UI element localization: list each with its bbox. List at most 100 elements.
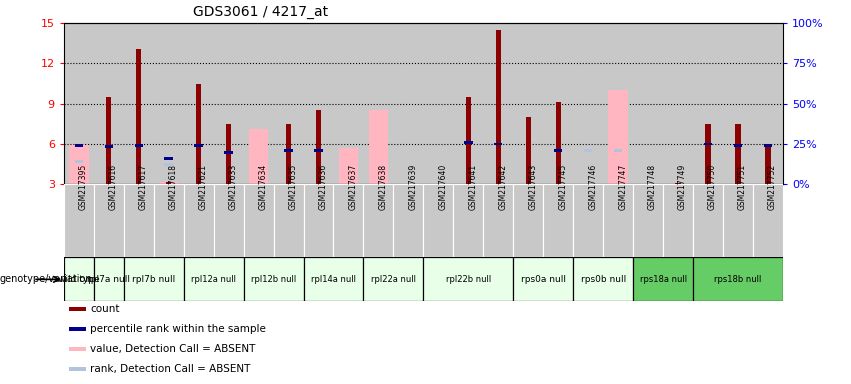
Bar	[304, 257, 363, 301]
Bar	[214, 184, 243, 257]
Text: GSM217641: GSM217641	[468, 164, 477, 210]
Bar	[556, 103, 561, 184]
Text: GSM217633: GSM217633	[229, 163, 237, 210]
Text: GSM217395: GSM217395	[79, 163, 88, 210]
Bar	[243, 184, 273, 257]
Bar	[164, 163, 173, 166]
Bar	[69, 366, 86, 371]
Text: GSM217750: GSM217750	[708, 163, 717, 210]
Text: GSM217642: GSM217642	[499, 164, 507, 210]
Bar	[166, 182, 171, 184]
Text: wild type: wild type	[58, 275, 100, 284]
Bar	[693, 184, 723, 257]
Bar	[753, 184, 783, 257]
Bar	[69, 306, 86, 311]
Text: GSM217751: GSM217751	[738, 164, 747, 210]
Bar	[454, 184, 483, 257]
Bar	[243, 257, 304, 301]
Text: rpl7b null: rpl7b null	[132, 275, 175, 284]
Bar	[513, 184, 543, 257]
Text: GDS3061 / 4217_at: GDS3061 / 4217_at	[193, 5, 328, 19]
Bar	[735, 124, 740, 184]
Text: GSM217745: GSM217745	[558, 163, 568, 210]
Bar	[69, 346, 86, 351]
Text: GSM217637: GSM217637	[348, 163, 357, 210]
Text: GSM217748: GSM217748	[648, 164, 657, 210]
Bar	[184, 184, 214, 257]
Bar	[314, 149, 323, 152]
Bar	[465, 97, 471, 184]
Bar	[136, 49, 141, 184]
Bar	[64, 184, 94, 257]
Bar	[704, 142, 712, 146]
Text: rank, Detection Call = ABSENT: rank, Detection Call = ABSENT	[90, 364, 250, 374]
Bar	[608, 90, 628, 184]
Bar	[69, 326, 86, 331]
Bar	[248, 129, 268, 184]
Bar	[184, 257, 243, 301]
Text: rpl22a null: rpl22a null	[371, 275, 416, 284]
Text: GSM217747: GSM217747	[618, 163, 627, 210]
Bar	[495, 30, 501, 184]
Text: GSM217639: GSM217639	[408, 163, 417, 210]
Bar	[64, 257, 94, 301]
Text: GSM217621: GSM217621	[198, 164, 208, 210]
Bar	[584, 149, 592, 152]
Bar	[339, 148, 358, 184]
Text: rpl22b null: rpl22b null	[446, 275, 491, 284]
Bar	[284, 149, 293, 152]
Bar	[464, 141, 472, 144]
Bar	[526, 117, 531, 184]
Bar	[134, 144, 143, 147]
Bar	[123, 257, 184, 301]
Text: GSM217635: GSM217635	[288, 163, 298, 210]
Bar	[123, 184, 154, 257]
Bar	[633, 184, 663, 257]
Bar	[159, 182, 179, 184]
Text: rps0a null: rps0a null	[521, 275, 566, 284]
Text: rpl7a null: rpl7a null	[88, 275, 130, 284]
Bar	[94, 257, 123, 301]
Bar	[196, 84, 202, 184]
Bar	[494, 142, 502, 146]
Bar	[94, 184, 123, 257]
Bar	[723, 184, 753, 257]
Bar	[75, 160, 83, 163]
Bar	[69, 146, 89, 184]
Bar	[676, 183, 681, 184]
Text: percentile rank within the sample: percentile rank within the sample	[90, 324, 266, 334]
Bar	[765, 147, 771, 184]
Bar	[424, 257, 513, 301]
Text: GSM217616: GSM217616	[109, 164, 117, 210]
Bar	[164, 157, 173, 160]
Text: rps18a null: rps18a null	[639, 275, 687, 284]
Bar	[554, 149, 563, 152]
Bar	[483, 184, 513, 257]
Bar	[705, 124, 711, 184]
Bar	[316, 111, 321, 184]
Text: GSM217746: GSM217746	[588, 163, 597, 210]
Bar	[543, 184, 574, 257]
Text: GSM217643: GSM217643	[528, 163, 537, 210]
Text: GSM217749: GSM217749	[678, 163, 687, 210]
Bar	[273, 184, 304, 257]
Bar	[513, 257, 574, 301]
Text: rpl12a null: rpl12a null	[191, 275, 236, 284]
Bar	[363, 257, 424, 301]
Bar	[614, 149, 622, 152]
Text: rps18b null: rps18b null	[714, 275, 762, 284]
Bar	[226, 124, 231, 184]
Text: GSM217634: GSM217634	[259, 163, 267, 210]
Bar	[693, 257, 783, 301]
Bar	[304, 184, 334, 257]
Text: rpl12b null: rpl12b null	[251, 275, 296, 284]
Bar	[424, 184, 454, 257]
Bar	[633, 257, 693, 301]
Text: GSM217638: GSM217638	[379, 164, 387, 210]
Text: GSM217618: GSM217618	[168, 164, 178, 210]
Text: value, Detection Call = ABSENT: value, Detection Call = ABSENT	[90, 344, 255, 354]
Bar	[363, 184, 393, 257]
Text: GSM217636: GSM217636	[318, 163, 328, 210]
Bar	[734, 144, 742, 147]
Bar	[154, 184, 184, 257]
